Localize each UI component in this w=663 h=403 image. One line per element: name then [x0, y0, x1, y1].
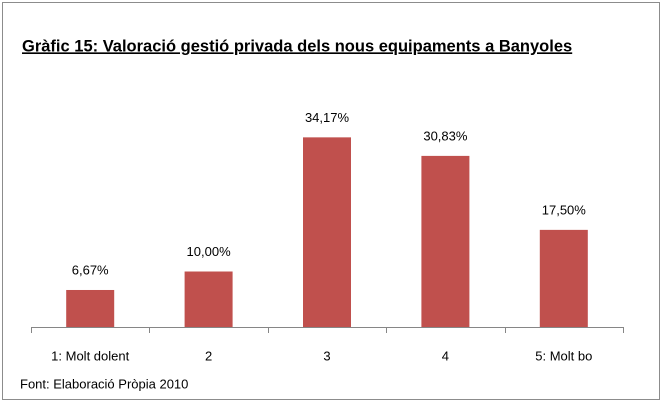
bar [66, 289, 115, 327]
bar [539, 229, 588, 327]
x-tick-label: 5: Molt bo [535, 348, 592, 363]
bar [184, 271, 233, 327]
x-tick-label: 1: Molt dolent [51, 348, 129, 363]
chart-title: Gràfic 15: Valoració gestió privada dels… [22, 37, 572, 55]
x-tick-label: 3 [323, 348, 330, 363]
bar [303, 137, 351, 327]
x-tick-label: 4 [442, 348, 449, 363]
source-note: Font: Elaboració Pròpia 2010 [20, 376, 188, 391]
data-label: 30,83% [423, 128, 468, 143]
data-label: 10,00% [187, 244, 232, 259]
x-tick-label: 2 [205, 348, 212, 363]
data-label: 34,17% [305, 110, 350, 125]
data-label: 6,67% [72, 262, 109, 277]
data-label: 17,50% [542, 202, 587, 217]
bar [421, 155, 470, 327]
